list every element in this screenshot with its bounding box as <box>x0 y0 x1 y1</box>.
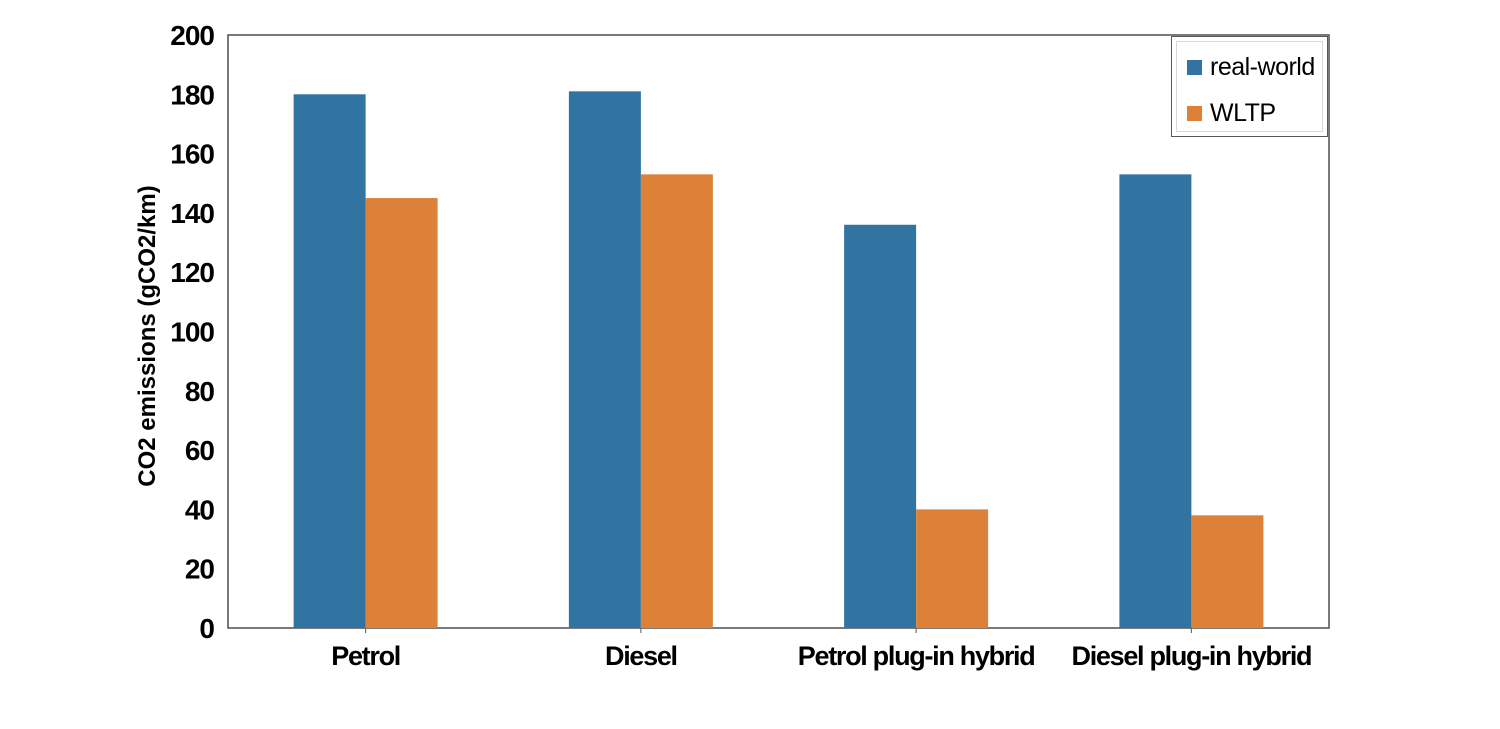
svg-text:140: 140 <box>170 198 214 229</box>
svg-text:Diesel plug-in hybrid: Diesel plug-in hybrid <box>1072 641 1312 671</box>
svg-text:120: 120 <box>170 257 214 288</box>
svg-text:180: 180 <box>170 79 214 110</box>
svg-text:40: 40 <box>185 494 215 525</box>
svg-text:60: 60 <box>185 435 215 466</box>
svg-text:200: 200 <box>170 20 214 51</box>
svg-text:CO2 emissions (gCO2/km): CO2 emissions (gCO2/km) <box>134 185 161 486</box>
svg-text:Petrol plug-in hybrid: Petrol plug-in hybrid <box>798 641 1035 671</box>
svg-text:0: 0 <box>199 613 214 644</box>
svg-text:20: 20 <box>185 554 215 585</box>
svg-text:160: 160 <box>170 139 214 170</box>
svg-text:Diesel: Diesel <box>605 641 677 671</box>
svg-text:100: 100 <box>170 317 214 348</box>
svg-text:80: 80 <box>185 376 215 407</box>
svg-text:Petrol: Petrol <box>331 641 400 671</box>
